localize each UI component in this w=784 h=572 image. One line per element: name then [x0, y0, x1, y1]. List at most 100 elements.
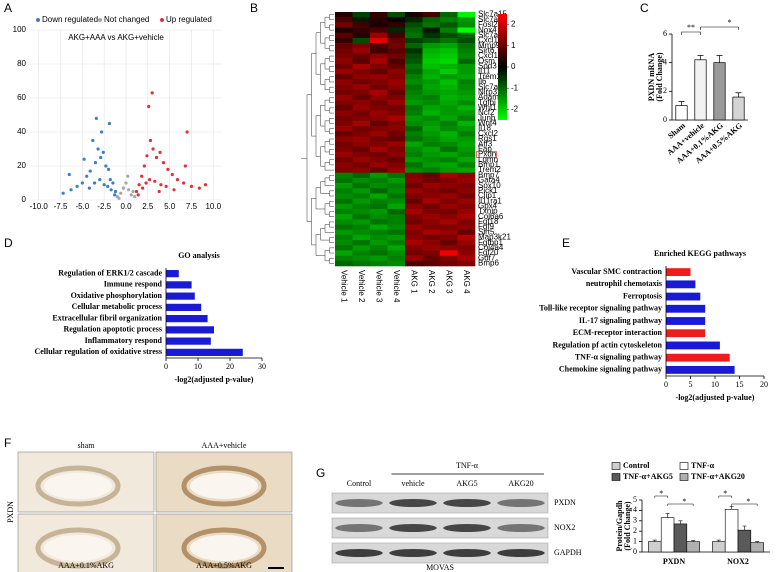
- heatmap-cell: [405, 167, 423, 173]
- heatmap-cell: [370, 203, 388, 210]
- x-tick-label: PXDN: [663, 557, 685, 566]
- vessel-lumen: [44, 473, 112, 499]
- heatmap-cell: [335, 208, 353, 215]
- point: [129, 193, 133, 197]
- heatmap-cell: [387, 260, 406, 267]
- heatmap-cell: [405, 63, 423, 70]
- heatmap-cell: [440, 53, 458, 59]
- point: [203, 183, 208, 187]
- heatmap-cell: [457, 229, 476, 236]
- heatmap-cell: [405, 22, 423, 28]
- legend-label: TNF-α+AKG5: [623, 472, 673, 481]
- blot-band: [335, 524, 383, 532]
- heatmap-cell: [387, 131, 406, 137]
- heatmap-cell: [387, 27, 406, 34]
- bar: [750, 542, 764, 553]
- bottom-label: AAA+0.1%AKG: [58, 561, 114, 570]
- heatmap-cell: [387, 136, 406, 142]
- heatmap-cell: [457, 219, 476, 225]
- heatmap-cell: [370, 100, 388, 106]
- y-tick-label: IL-17 signaling pathway: [579, 316, 662, 325]
- dendrogram-branch: [329, 128, 334, 135]
- heatmap-cell: [422, 203, 441, 210]
- heatmap-cell: [422, 115, 441, 122]
- y-tick-label: 2: [633, 526, 637, 535]
- heatmap-cell: [440, 240, 458, 246]
- dendrogram-branch: [329, 149, 334, 155]
- heatmap-cell: [352, 69, 371, 75]
- y-axis-label: PXDN mRNA: [647, 53, 656, 101]
- dendrogram-branch: [324, 79, 330, 91]
- point: [92, 181, 97, 185]
- point: [69, 188, 73, 192]
- heatmap-cell: [352, 167, 371, 173]
- x-tick-label: 10: [711, 380, 719, 389]
- heatmap-cell: [387, 89, 406, 96]
- row-label: Cxcl2: [478, 129, 499, 138]
- heatmap-cell: [335, 146, 353, 153]
- heatmap-cell: [335, 17, 353, 23]
- panel-letter: F: [4, 436, 11, 450]
- bar: [660, 517, 675, 553]
- dendrogram-branch: [329, 159, 334, 166]
- point: [85, 174, 89, 178]
- heatmap-cell: [457, 27, 476, 34]
- point: [136, 193, 140, 197]
- heatmap-cell: [370, 37, 388, 44]
- heatmap-cell: [335, 89, 353, 96]
- heatmap-cell: [370, 22, 388, 28]
- heatmap-cell: [387, 48, 406, 54]
- heatmap-cell: [387, 53, 406, 59]
- row-label: Trem1: [478, 72, 501, 81]
- heatmap-cell: [440, 250, 458, 256]
- legend-swatch: [611, 462, 621, 470]
- heatmap-cell: [370, 105, 388, 111]
- heatmap-cell: [352, 126, 371, 132]
- point: [133, 195, 137, 199]
- heatmap-cell: [387, 250, 406, 256]
- point: [151, 147, 155, 151]
- heatmap-cell: [352, 115, 371, 122]
- heatmap-cell: [352, 234, 371, 241]
- x-tick-label: 30: [258, 362, 266, 371]
- heatmap-cell: [335, 48, 353, 54]
- heatmap-cell: [422, 136, 441, 142]
- y-tick-label: 0: [633, 547, 637, 556]
- heatmap-cell: [405, 198, 423, 205]
- heatmap-cell: [422, 69, 441, 75]
- heatmap-cell: [422, 58, 441, 65]
- bar: [666, 292, 701, 301]
- heatmap-cell: [370, 240, 388, 246]
- heatmap-cell: [422, 131, 441, 137]
- lane-label: AKG20: [508, 479, 533, 488]
- heatmap-cell: [370, 260, 388, 267]
- point: [145, 154, 149, 158]
- dendrogram-branch: [329, 45, 334, 52]
- heatmap-cell: [457, 188, 476, 194]
- point: [91, 138, 95, 143]
- y-tick-label: 0: [663, 115, 667, 124]
- significance-label: *: [659, 489, 663, 498]
- error-bar: [716, 55, 723, 63]
- heatmap-cell: [440, 74, 458, 80]
- row-label: Gata4: [478, 176, 500, 185]
- heatmap-cell: [422, 43, 441, 49]
- point: [108, 178, 112, 182]
- point: [113, 193, 117, 197]
- error-bar: [678, 520, 683, 524]
- heatmap-cell: [457, 198, 476, 205]
- heatmap-cell: [457, 22, 476, 28]
- row-label: Fosl2: [478, 20, 498, 29]
- legend-label: TNF-α+AKG20: [691, 472, 745, 481]
- heatmap-cell: [352, 229, 371, 236]
- heatmap-cell: [370, 43, 388, 49]
- y-tick-label: TNF-α signaling pathway: [575, 352, 662, 361]
- heatmap-cell: [440, 198, 458, 205]
- heatmap-cell: [370, 89, 388, 96]
- y-tick-label: Immune respond: [104, 280, 163, 289]
- row-label: Wnt4: [478, 119, 497, 128]
- dendrogram-branch: [329, 190, 334, 197]
- blot-band: [497, 549, 545, 557]
- bar: [686, 541, 700, 553]
- vessel-lumen: [190, 473, 258, 499]
